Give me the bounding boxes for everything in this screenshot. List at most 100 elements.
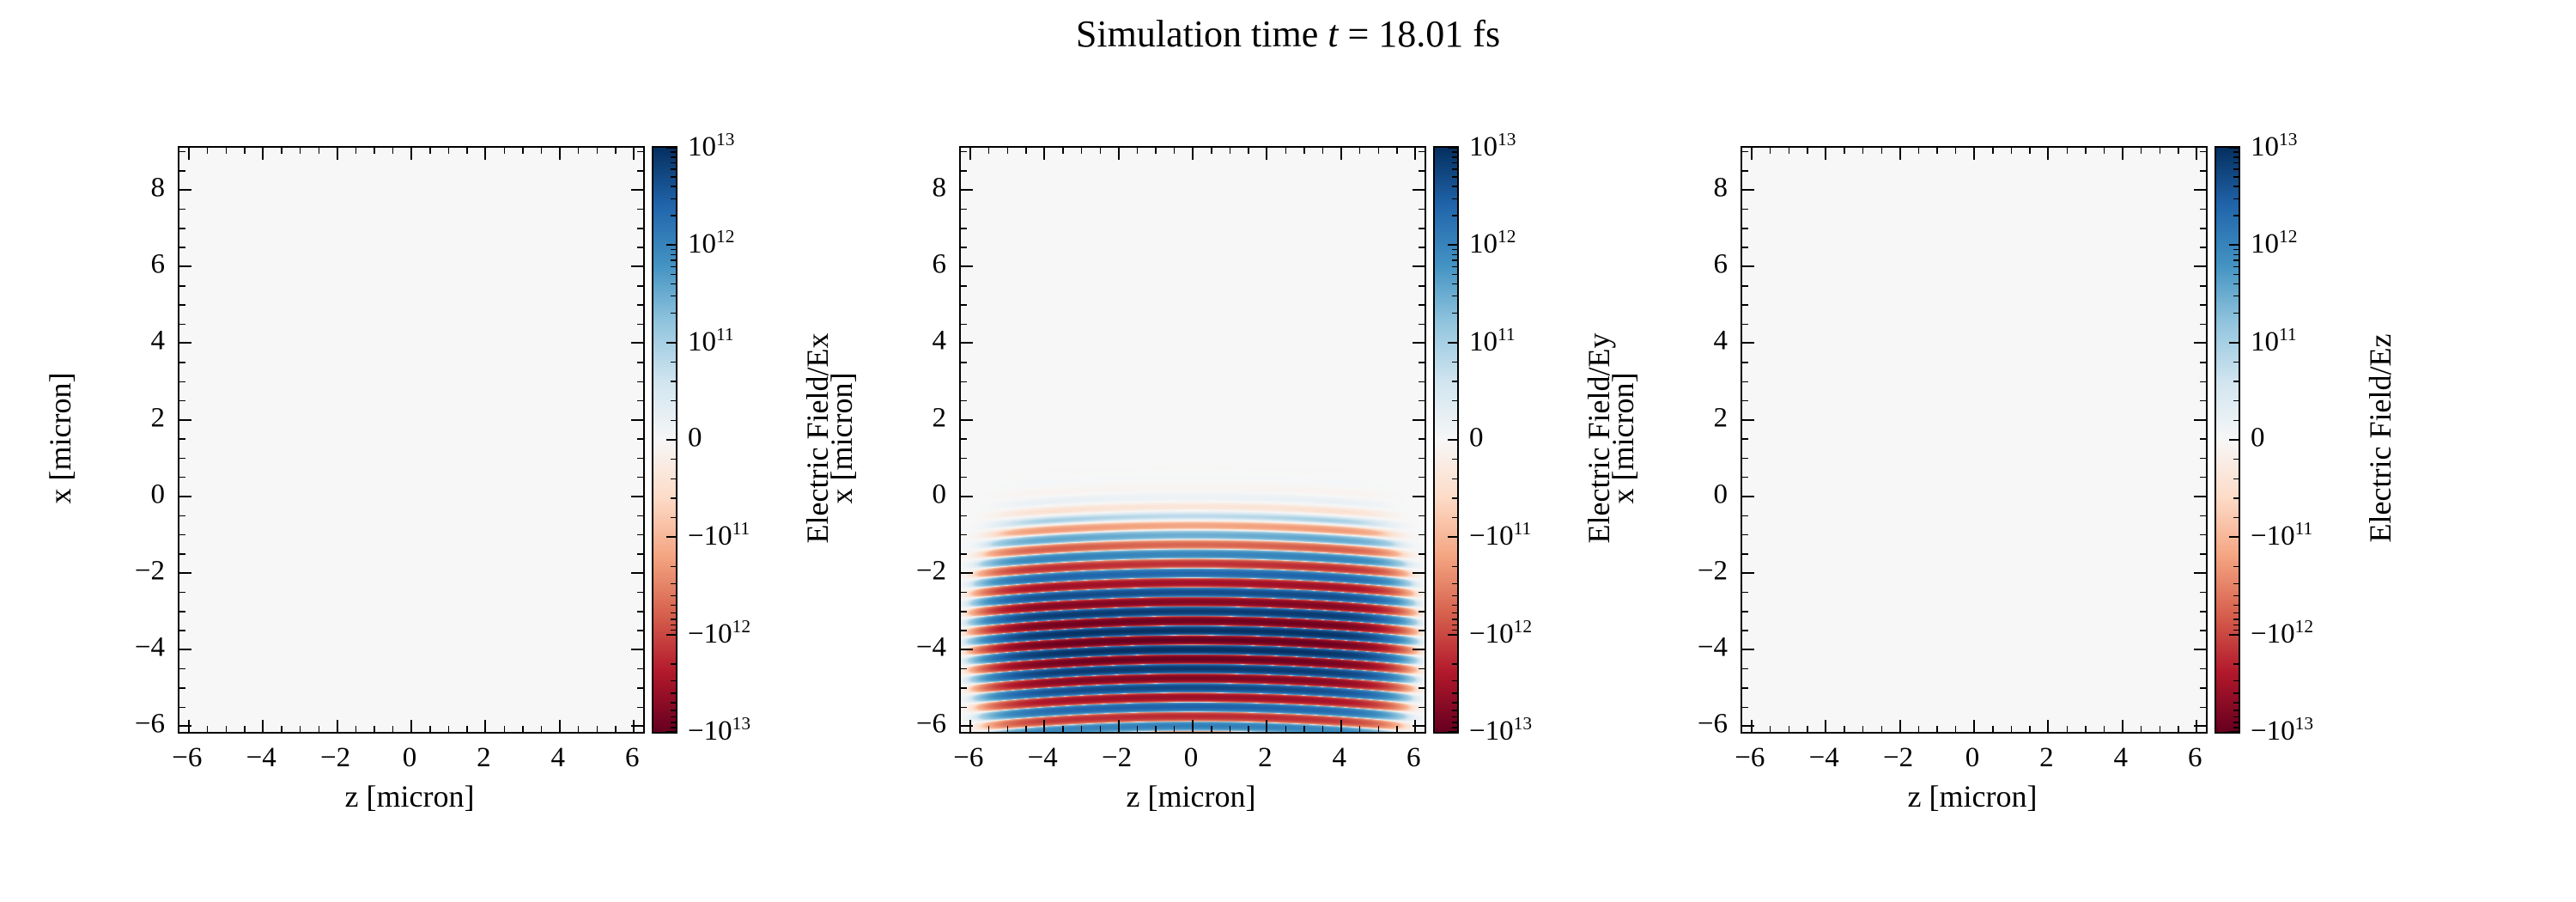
tick-mark: [671, 612, 676, 614]
tick-mark: [637, 457, 643, 460]
y-tick-label: 2: [150, 402, 166, 434]
tick-mark: [961, 399, 967, 402]
tick-mark: [1448, 341, 1457, 344]
tick-mark: [961, 189, 973, 192]
tick-mark: [484, 148, 487, 160]
tick-mark: [671, 186, 676, 187]
tick-mark: [671, 381, 676, 382]
tick-mark: [1452, 399, 1457, 402]
tick-mark: [2121, 720, 2123, 732]
tick-mark: [1448, 536, 1457, 539]
tick-mark: [1136, 726, 1139, 732]
tick-mark: [179, 687, 185, 689]
tick-mark: [1136, 148, 1139, 154]
tick-mark: [466, 148, 468, 154]
tick-mark: [1419, 208, 1425, 210]
tick-mark: [961, 323, 967, 326]
tick-mark: [1229, 148, 1231, 154]
tick-mark: [1452, 594, 1457, 597]
tick-mark: [1025, 148, 1027, 154]
tick-mark: [637, 438, 643, 440]
tick-mark: [1844, 726, 1845, 732]
figure-title: Simulation time t = 18.01 fs: [0, 12, 2576, 56]
tick-mark: [2233, 361, 2239, 363]
tick-mark: [961, 476, 967, 478]
tick-mark: [2200, 362, 2206, 363]
tick-mark: [1248, 148, 1249, 154]
tick-mark: [1448, 633, 1457, 636]
tick-mark: [336, 720, 338, 732]
tick-mark: [1340, 720, 1342, 732]
tick-mark: [2233, 716, 2239, 718]
tick-mark: [1099, 726, 1101, 732]
tick-mark: [1807, 148, 1808, 154]
tick-mark: [1742, 323, 1748, 326]
tick-mark: [179, 304, 185, 306]
tick-mark: [2233, 295, 2239, 297]
tick-mark: [666, 147, 676, 149]
colorbar-tick-label: 1012: [1469, 226, 1516, 260]
colorbar-tick-label: −1011: [2251, 518, 2313, 552]
x-tick-label: 4: [1332, 742, 1347, 773]
tick-mark: [1413, 265, 1425, 268]
tick-mark: [1452, 295, 1457, 297]
tick-mark: [299, 726, 301, 732]
tick-mark: [1448, 244, 1457, 247]
tick-mark: [666, 341, 676, 344]
tick-mark: [355, 148, 357, 154]
tick-mark: [1807, 726, 1808, 732]
tick-mark: [631, 495, 643, 497]
tick-mark: [671, 248, 676, 251]
tick-mark: [961, 553, 967, 555]
tick-mark: [2140, 148, 2142, 154]
tick-mark: [596, 148, 598, 154]
tick-mark: [1742, 247, 1748, 248]
tick-mark: [1769, 148, 1771, 154]
tick-mark: [1413, 649, 1425, 651]
tick-mark: [2233, 312, 2239, 314]
tick-mark: [961, 208, 967, 210]
tick-mark: [1419, 381, 1425, 382]
tick-mark: [1742, 495, 1754, 497]
tick-mark: [1742, 649, 1754, 651]
tick-mark: [671, 629, 676, 631]
x-axis-label: z [micron]: [1907, 779, 2038, 814]
tick-mark: [1006, 148, 1008, 154]
tick-mark: [671, 162, 676, 164]
tick-mark: [1917, 148, 1920, 154]
x-tick-label: −4: [246, 742, 276, 773]
y-tick-label: 4: [932, 325, 947, 357]
tick-mark: [2229, 536, 2239, 539]
tick-mark: [671, 702, 676, 704]
tick-mark: [2233, 186, 2239, 187]
tick-mark: [1377, 726, 1379, 732]
tick-mark: [179, 649, 191, 651]
tick-mark: [2233, 162, 2239, 164]
tick-mark: [1419, 228, 1425, 229]
tick-mark: [179, 706, 185, 709]
tick-mark: [1862, 148, 1864, 154]
tick-mark: [2233, 458, 2239, 460]
tick-mark: [2200, 630, 2206, 631]
tick-mark: [631, 649, 643, 651]
tick-mark: [2233, 565, 2239, 568]
tick-mark: [961, 649, 973, 651]
tick-mark: [2233, 727, 2239, 728]
heatmap-canvas-ez: [1742, 148, 2206, 732]
tick-mark: [1340, 148, 1342, 160]
tick-mark: [1742, 381, 1748, 382]
tick-mark: [179, 208, 185, 210]
tick-mark: [1992, 726, 1994, 732]
tick-mark: [2103, 726, 2105, 732]
tick-mark: [1788, 726, 1789, 732]
tick-mark: [671, 215, 676, 216]
tick-mark: [2029, 148, 2031, 154]
tick-mark: [1419, 323, 1425, 326]
y-tick-label: 4: [1713, 325, 1728, 357]
y-tick-label: 8: [150, 172, 166, 204]
tick-mark: [637, 323, 643, 326]
tick-mark: [1452, 727, 1457, 728]
tick-mark: [987, 726, 990, 732]
tick-mark: [179, 495, 191, 497]
tick-mark: [1419, 170, 1425, 172]
